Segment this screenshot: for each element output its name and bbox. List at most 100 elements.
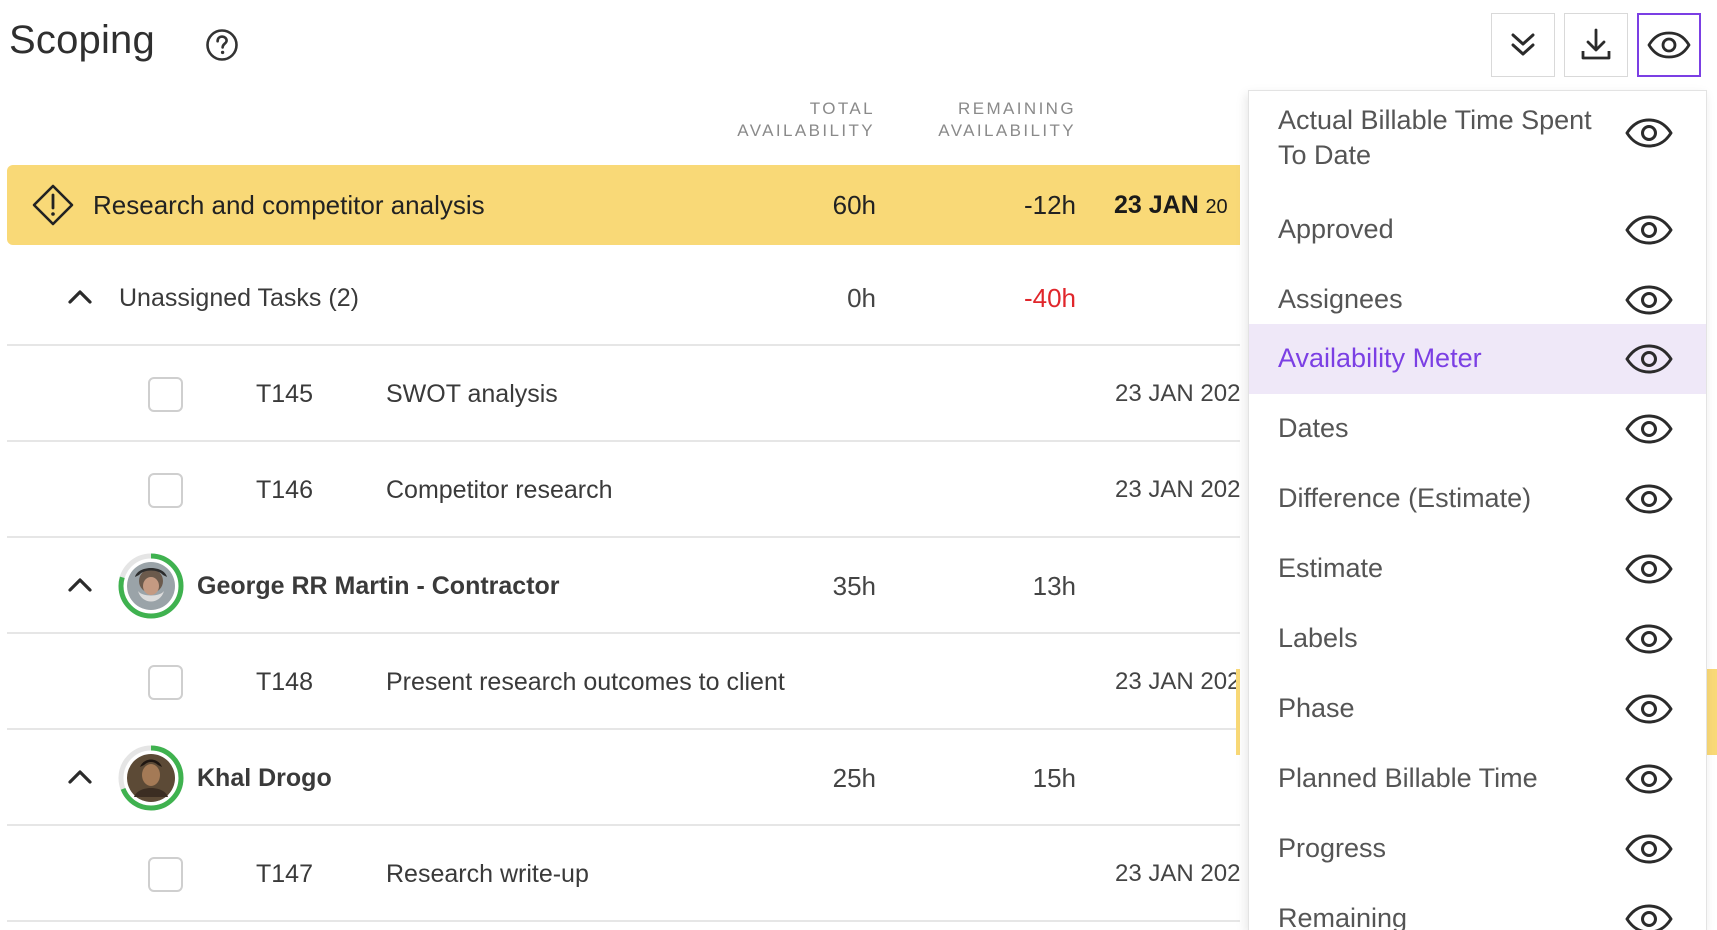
eye-icon[interactable] (1624, 764, 1674, 794)
task-checkbox[interactable] (148, 377, 183, 412)
task-row[interactable]: T147 Research write-up 23 JAN 202 (7, 826, 1240, 922)
eye-icon[interactable] (1624, 694, 1674, 724)
project-date: 23 JAN 20 (1114, 191, 1228, 220)
project-row[interactable]: Research and competitor analysis 60h -12… (7, 165, 1240, 245)
eye-icon[interactable] (1624, 118, 1674, 148)
task-name[interactable]: Present research outcomes to client (386, 668, 785, 696)
group-row-george-rr-martin[interactable]: George RR Martin - Contractor 35h 13h (7, 538, 1240, 634)
task-checkbox[interactable] (148, 857, 183, 892)
column-visibility-button[interactable] (1637, 13, 1701, 77)
menu-item-dates[interactable]: Dates (1249, 394, 1706, 464)
eye-icon[interactable] (1624, 484, 1674, 514)
avatar[interactable] (118, 745, 184, 811)
group-remaining-availability: 13h (1032, 571, 1076, 601)
column-header-remaining-availability[interactable]: REMAINING AVAILABILITY (900, 98, 1076, 142)
menu-item-remaining[interactable]: Remaining (1249, 884, 1706, 930)
menu-item-label: Assignees (1278, 284, 1403, 314)
task-date: 23 JAN 202 (1115, 380, 1240, 407)
eye-icon[interactable] (1624, 285, 1674, 315)
menu-item-label: Approved (1278, 214, 1394, 244)
page-title: Scoping (9, 18, 155, 62)
download-button[interactable] (1564, 13, 1628, 77)
menu-item-label: Estimate (1278, 553, 1384, 583)
task-row[interactable]: T145 SWOT analysis 23 JAN 202 (7, 346, 1240, 442)
timeline-bar-fragment (1236, 669, 1240, 755)
menu-item-estimate[interactable]: Estimate (1249, 534, 1706, 604)
task-name[interactable]: SWOT analysis (386, 380, 558, 408)
question-circle-icon[interactable] (205, 28, 239, 62)
task-checkbox[interactable] (148, 473, 183, 508)
group-count: (2) (328, 284, 359, 312)
eye-icon[interactable] (1624, 834, 1674, 864)
menu-item-progress[interactable]: Progress (1249, 814, 1706, 884)
group-total-availability: 25h (832, 763, 876, 793)
menu-item-label: Difference (Estimate) (1278, 483, 1532, 513)
column-header-line: TOTAL (809, 99, 875, 118)
project-name[interactable]: Research and competitor analysis (93, 190, 485, 220)
menu-item-label: Dates (1278, 413, 1349, 443)
menu-item-label: Labels (1278, 623, 1358, 653)
download-icon (1581, 28, 1611, 60)
task-date: 23 JAN 202 (1115, 860, 1240, 887)
eye-icon[interactable] (1624, 215, 1674, 245)
chevron-up-icon[interactable] (65, 766, 95, 788)
menu-item-label: Availability Meter (1278, 343, 1482, 373)
menu-item-label: Planned Billable Time (1278, 763, 1538, 793)
task-row[interactable]: T148 Present research outcomes to client… (7, 634, 1240, 730)
eye-icon[interactable] (1624, 624, 1674, 654)
menu-item-availability-meter[interactable]: Availability Meter (1249, 324, 1706, 394)
task-name[interactable]: Competitor research (386, 476, 613, 504)
chevron-up-icon[interactable] (65, 286, 95, 308)
column-header-line: REMAINING (958, 99, 1076, 118)
column-visibility-menu: Actual Billable Time Spent To Date Appro… (1248, 90, 1707, 930)
group-name: Khal Drogo (197, 764, 332, 792)
menu-item-planned-billable-time[interactable]: Planned Billable Time (1249, 744, 1706, 814)
task-checkbox[interactable] (148, 665, 183, 700)
menu-item-actual-billable-time[interactable]: Actual Billable Time Spent To Date (1249, 91, 1706, 195)
column-header-line: AVAILABILITY (938, 121, 1076, 140)
menu-item-label: Progress (1278, 833, 1387, 863)
menu-item-label: Remaining (1278, 903, 1408, 930)
project-date-day: 23 JAN (1114, 191, 1199, 219)
task-name[interactable]: Research write-up (386, 860, 589, 888)
menu-item-assignees[interactable]: Assignees (1249, 265, 1706, 335)
menu-item-label: Phase (1278, 693, 1355, 723)
task-date: 23 JAN 202 (1115, 476, 1240, 503)
task-row[interactable]: T146 Competitor research 23 JAN 202 (7, 442, 1240, 538)
menu-item-label: Actual Billable Time Spent To Date (1278, 105, 1592, 170)
eye-icon[interactable] (1624, 904, 1674, 930)
project-date-year: 20 (1205, 196, 1228, 218)
group-row-unassigned[interactable]: Unassigned Tasks (2) 0h -40h (7, 250, 1240, 346)
group-row-khal-drogo[interactable]: Khal Drogo 25h 15h (7, 730, 1240, 826)
warning-diamond-icon (32, 184, 74, 226)
menu-item-approved[interactable]: Approved (1249, 195, 1706, 265)
eye-icon[interactable] (1624, 344, 1674, 374)
avatar[interactable] (118, 553, 184, 619)
eye-icon (1647, 31, 1691, 59)
task-id: T145 (256, 380, 313, 408)
eye-icon[interactable] (1624, 414, 1674, 444)
menu-item-difference-estimate[interactable]: Difference (Estimate) (1249, 464, 1706, 534)
project-remaining-availability: -12h (1023, 190, 1076, 220)
group-total-availability: 0h (847, 283, 876, 313)
collapse-all-button[interactable] (1491, 13, 1555, 77)
group-label: Unassigned Tasks (2) (119, 250, 359, 346)
task-id: T148 (256, 668, 313, 696)
task-id: T146 (256, 476, 313, 504)
group-remaining-availability: -40h (1023, 283, 1076, 313)
menu-item-phase[interactable]: Phase (1249, 674, 1706, 744)
menu-item-labels[interactable]: Labels (1249, 604, 1706, 674)
eye-icon[interactable] (1624, 554, 1674, 584)
project-total-availability: 60h (832, 190, 876, 220)
group-name: George RR Martin - Contractor (197, 572, 560, 600)
task-id: T147 (256, 860, 313, 888)
group-remaining-availability: 15h (1032, 763, 1076, 793)
task-date: 23 JAN 202 (1115, 668, 1240, 695)
column-header-total-availability[interactable]: TOTAL AVAILABILITY (700, 98, 875, 142)
scoping-table: Research and competitor analysis 60h -12… (7, 165, 1240, 922)
group-total-availability: 35h (832, 571, 876, 601)
group-name: Unassigned Tasks (119, 284, 322, 312)
double-chevron-down-icon (1511, 33, 1535, 56)
chevron-up-icon[interactable] (65, 574, 95, 596)
column-header-line: AVAILABILITY (737, 121, 875, 140)
